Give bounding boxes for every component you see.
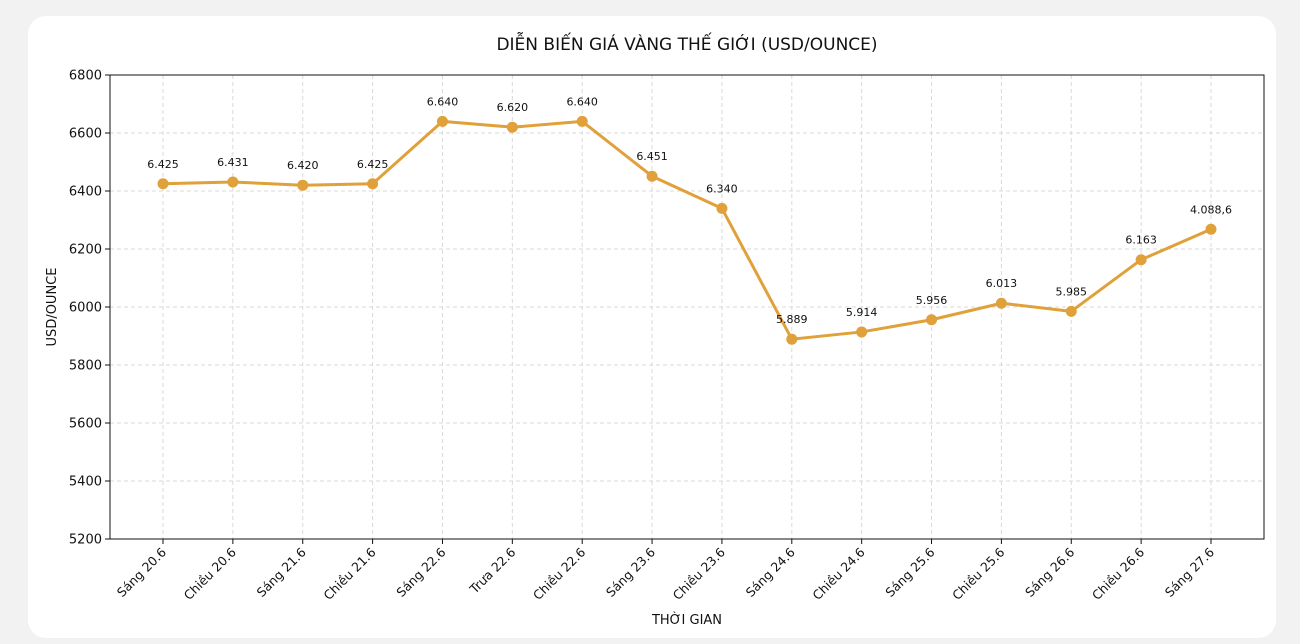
data-label: 6.420	[287, 159, 319, 172]
x-tick-label: Chiều 22.6	[530, 544, 588, 602]
x-tick-label: Chiều 21.6	[320, 544, 378, 602]
data-label: 4.088,6	[1190, 203, 1232, 216]
x-tick-label: Sáng 21.6	[254, 544, 309, 599]
y-axis-ticks: 5200 5400 5600 5800 6000 6200 6400 6600 6800	[69, 69, 110, 548]
x-tick-label: Sáng 20.6	[114, 544, 169, 599]
chart-title: DIỄN BIẾN GIÁ VÀNG THẾ GIỚI (USD/OUNCE)	[496, 31, 877, 55]
data-point	[367, 178, 379, 190]
y-tick-label: 6600	[69, 127, 102, 142]
data-point	[297, 179, 309, 191]
data-point	[506, 121, 518, 133]
x-tick-label: Sáng 22.6	[393, 544, 448, 599]
data-labels: 6.425 6.431 6.420 6.425 6.640 6.620 6.640 6.451…	[147, 95, 1232, 326]
data-point	[157, 178, 169, 190]
x-tick-label: Sáng 26.6	[1022, 544, 1077, 599]
data-label: 6.640	[566, 95, 598, 108]
x-tick-label: Chiều 24.6	[809, 544, 867, 602]
data-label: 6.163	[1125, 234, 1157, 247]
x-tick-label: Sáng 23.6	[603, 544, 658, 599]
y-axis-label: USD/OUNCE	[45, 268, 60, 347]
data-point	[1205, 223, 1217, 235]
data-label: 5.985	[1056, 285, 1088, 298]
series-line	[162, 119, 1212, 341]
y-tick-label: 6000	[69, 301, 102, 316]
data-point	[1135, 254, 1147, 266]
data-point	[227, 176, 239, 188]
data-point	[786, 333, 798, 345]
grid-lines	[110, 75, 1264, 539]
x-axis-ticks: Sáng 20.6 Chiều 20.6 Sáng 21.6 Chiều 21.6 Sá…	[114, 539, 1217, 603]
data-point	[995, 297, 1007, 309]
x-tick-label: Sáng 25.6	[882, 544, 937, 599]
data-label: 6.431	[217, 156, 249, 169]
y-tick-label: 5600	[69, 417, 102, 432]
y-tick-label: 6800	[69, 69, 102, 84]
data-point	[716, 202, 728, 214]
data-label: 6.013	[986, 277, 1018, 290]
data-label: 6.425	[357, 158, 389, 171]
data-label: 6.425	[147, 158, 179, 171]
data-label: 6.620	[497, 101, 529, 114]
x-tick-label: Sáng 24.6	[743, 544, 798, 599]
x-tick-label: Chiều 26.6	[1089, 544, 1147, 602]
data-label: 6.451	[636, 150, 668, 163]
x-tick-label: Chiều 25.6	[949, 544, 1007, 602]
data-point	[436, 115, 448, 127]
data-point	[926, 314, 938, 326]
y-tick-label: 5800	[69, 359, 102, 374]
price-line	[162, 119, 1212, 341]
x-tick-label: Chiều 20.6	[181, 544, 239, 602]
data-label: 5.889	[776, 313, 808, 326]
y-tick-label: 6200	[69, 243, 102, 258]
data-label: 5.956	[916, 294, 948, 307]
x-tick-label: Chiều 23.6	[670, 544, 728, 602]
y-tick-label: 5200	[69, 533, 102, 548]
series-points	[157, 115, 1217, 345]
x-tick-label: Trưa 22.6	[466, 544, 519, 597]
y-tick-label: 6400	[69, 185, 102, 200]
data-point	[856, 326, 868, 338]
data-label: 6.640	[427, 95, 459, 108]
x-tick-label: Sáng 27.6	[1162, 544, 1217, 599]
x-axis-label: THỜI GIAN	[651, 612, 722, 628]
data-label: 6.340	[706, 182, 738, 195]
data-label: 5.914	[846, 306, 878, 319]
data-point	[1065, 305, 1077, 317]
data-point	[646, 170, 658, 182]
y-tick-label: 5400	[69, 475, 102, 490]
data-point	[576, 115, 588, 127]
